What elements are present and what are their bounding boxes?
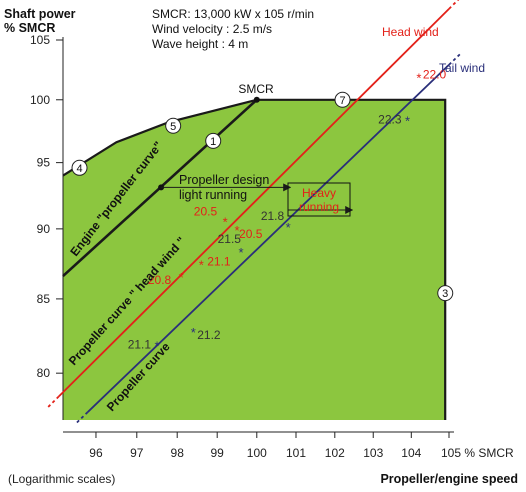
operating-point-label: 5 (170, 121, 176, 133)
head-wind-speed-marker: * (416, 71, 421, 86)
x-tick-label: 104 (401, 446, 421, 460)
y-tick-label: 95 (37, 156, 51, 170)
head-wind-speed-label: 20.5 (194, 205, 218, 219)
design-label-line1: Propeller design (179, 173, 269, 187)
head-wind-speed-label: 20.5 (239, 227, 263, 241)
tail-wind-speed-label: 21.5 (218, 232, 242, 246)
x-tick-label: 105 % SMCR (441, 446, 514, 460)
operating-point-7 (334, 91, 351, 108)
operating-point-label: 3 (442, 288, 448, 300)
x-tick-label: 99 (211, 446, 225, 460)
tail-wind-speed-label: 21.8 (261, 209, 285, 223)
tail-wind-speed-marker: * (238, 245, 243, 260)
x-tick-label: 97 (130, 446, 144, 460)
heavy-label-line2: running (299, 200, 339, 214)
y-axis-title-line2: % SMCR (4, 21, 55, 35)
x-tick-label: 100 (247, 446, 267, 460)
tail-wind-speed-marker: * (155, 338, 160, 353)
legend-tail-wind: Tail wind (439, 61, 485, 75)
scales-note: (Logarithmic scales) (8, 472, 115, 486)
head-wind-speed-marker: * (199, 257, 204, 272)
y-tick-label: 90 (37, 222, 51, 236)
y-tick-label: 105 (30, 33, 50, 47)
tail-wind-speed-marker: * (405, 114, 410, 129)
design-label-line2: light running (179, 188, 247, 202)
info-wave-height: Wave height : 4 m (152, 37, 248, 51)
smcr-label: SMCR (238, 82, 274, 96)
head-wind-speed-label: 20.8 (148, 273, 172, 287)
tail-wind-curve-ext-start (75, 411, 89, 424)
head-wind-curve-ext-end (448, 0, 460, 10)
plot-area: 80 85 90 95 100 105 96 97 98 99 100 101 102 103 104 105… (30, 0, 514, 460)
x-tick-label: 103 (363, 446, 383, 460)
operating-envelope (63, 99, 446, 421)
x-tick-label: 98 (171, 446, 185, 460)
head-wind-curve-ext-start (46, 395, 60, 409)
operating-point-5 (165, 117, 182, 134)
x-axis-title: Propeller/engine speed (380, 472, 518, 486)
info-smcr: SMCR: 13,000 kW x 105 r/min (152, 7, 314, 21)
y-tick-label: 80 (37, 366, 51, 380)
head-wind-curve (58, 8, 450, 398)
tail-wind-speed-label: 21.1 (128, 337, 152, 351)
head-wind-speed-marker: * (223, 215, 228, 230)
heavy-label-line1: Heavy (302, 186, 336, 200)
head-wind-speed-label: 22.0 (423, 68, 447, 82)
operating-point-label: 7 (339, 95, 345, 107)
operating-point-label: 4 (76, 163, 82, 175)
tail-wind-speed-marker: * (191, 325, 196, 340)
head-wind-speed-label: 21.1 (207, 254, 231, 268)
operating-point-label: 1 (210, 136, 216, 148)
y-tick-label: 85 (37, 292, 51, 306)
smcr-point (253, 96, 260, 103)
x-tick-label: 102 (325, 446, 345, 460)
y-axis-title-line1: Shaft power (4, 7, 76, 21)
x-tick-label: 96 (89, 446, 103, 460)
head-wind-speed-marker: * (235, 223, 240, 238)
info-wind-velocity: Wind velocity : 2.5 m/s (152, 22, 272, 36)
legend-head-wind: Head wind (382, 25, 439, 39)
head-wind-speed-marker: * (179, 270, 184, 285)
heavy-running-box (287, 182, 351, 217)
operating-point-3 (437, 285, 454, 302)
tail-wind-curve-ext-end (448, 53, 462, 66)
operating-point-4 (71, 159, 88, 176)
tail-wind-speed-label: 21.2 (197, 328, 221, 342)
envelope-boundary (62, 98, 447, 420)
tail-wind-curve (87, 64, 450, 413)
y-tick-label: 100 (30, 93, 50, 107)
operating-point-1 (205, 132, 222, 149)
x-tick-label: 101 (286, 446, 306, 460)
tail-wind-speed-marker: * (286, 220, 291, 235)
tail-wind-speed-label: 22.3 (378, 113, 402, 127)
